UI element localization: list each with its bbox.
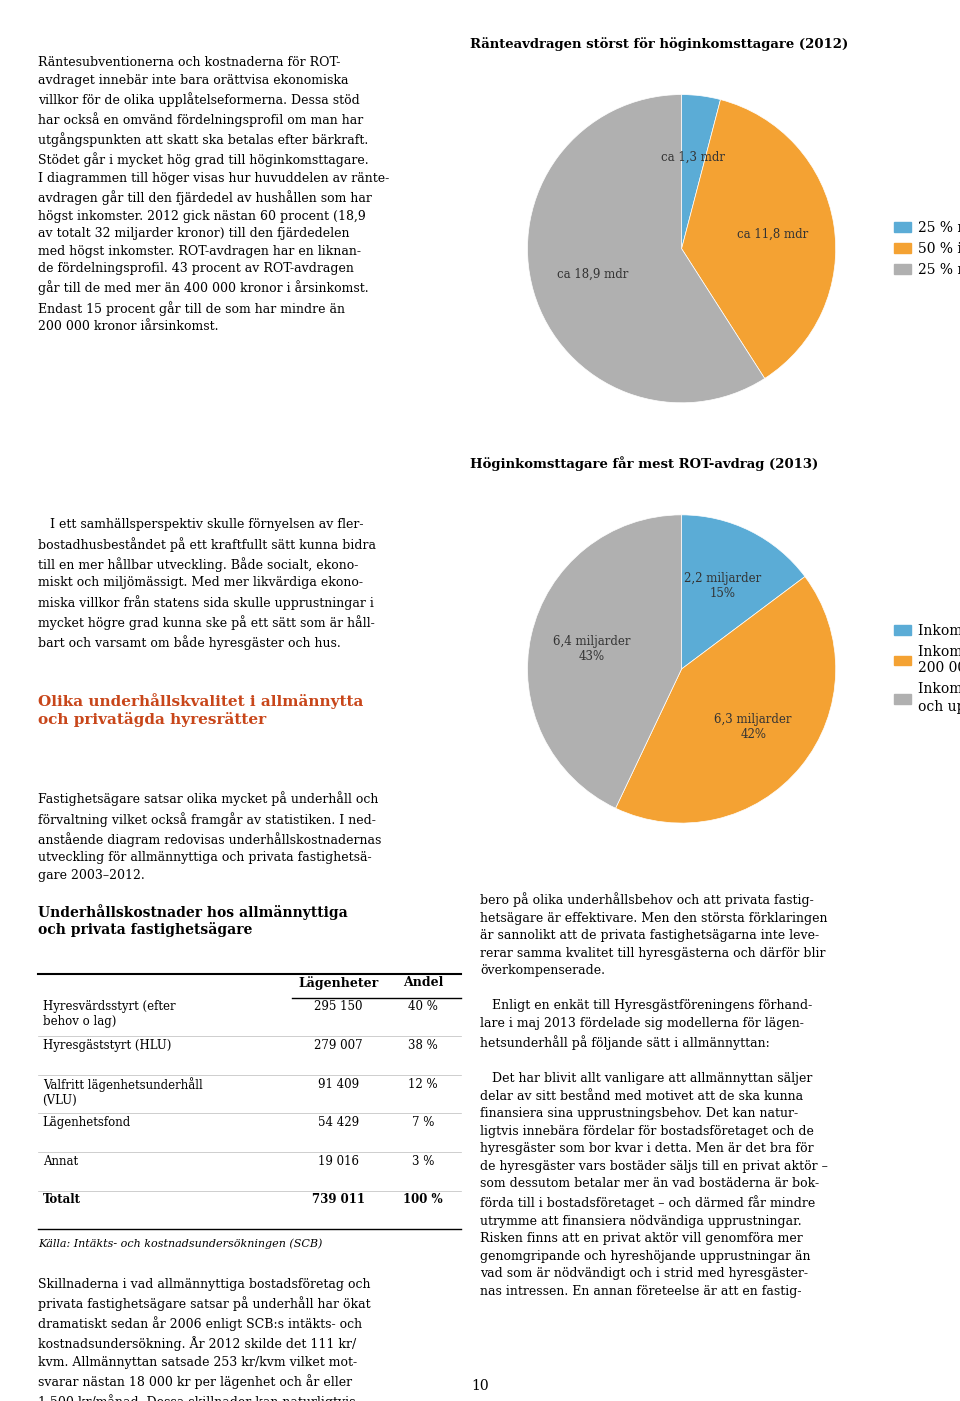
Text: 2,2 miljarder
15%: 2,2 miljarder 15% xyxy=(684,572,761,600)
Text: 6,3 miljarder
42%: 6,3 miljarder 42% xyxy=(714,713,792,741)
Text: 7 %: 7 % xyxy=(412,1117,434,1129)
Text: Höginkomsttagare får mest ROT-avdrag (2013): Höginkomsttagare får mest ROT-avdrag (20… xyxy=(469,457,818,471)
Text: Ränteavdragen störst för höginkomsttagare (2012): Ränteavdragen störst för höginkomsttagar… xyxy=(469,36,848,50)
Text: 40 %: 40 % xyxy=(408,1000,438,1013)
Text: 54 429: 54 429 xyxy=(318,1117,359,1129)
Legend: Inkomstgrupp under 200 000, Inkomstgrupp under
200 000- 299 000, Inkomstgrupp 40: Inkomstgrupp under 200 000, Inkomstgrupp… xyxy=(889,618,960,720)
Text: 19 016: 19 016 xyxy=(318,1154,359,1167)
Text: Skillnaderna i vad allmännyttiga bostadsföretag och
privata fastighetsägare sats: Skillnaderna i vad allmännyttiga bostads… xyxy=(38,1278,371,1401)
Wedge shape xyxy=(682,99,836,378)
Text: 91 409: 91 409 xyxy=(318,1077,359,1090)
Wedge shape xyxy=(527,514,682,808)
Text: Underhållskostnader hos allmännyttiga
och privata fastighetsägare: Underhållskostnader hos allmännyttiga oc… xyxy=(38,904,348,937)
Legend: 25 % med lägst inkomst, 50 % i mitten, 25 % med högst inkomst: 25 % med lägst inkomst, 50 % i mitten, 2… xyxy=(889,216,960,282)
Text: 12 %: 12 % xyxy=(408,1077,438,1090)
Wedge shape xyxy=(615,577,836,822)
Text: Hyresvärdsstyrt (efter
behov o lag): Hyresvärdsstyrt (efter behov o lag) xyxy=(42,1000,176,1028)
Text: Lägenheter: Lägenheter xyxy=(299,976,378,991)
Text: Lägenhetsfond: Lägenhetsfond xyxy=(42,1117,131,1129)
Text: Fastighetsägare satsar olika mycket på underhåll och
förvaltning vilket också fr: Fastighetsägare satsar olika mycket på u… xyxy=(38,792,382,881)
Text: Hyresgäststyrt (HLU): Hyresgäststyrt (HLU) xyxy=(42,1040,171,1052)
Text: Valfritt lägenhetsunderhåll
(VLU): Valfritt lägenhetsunderhåll (VLU) xyxy=(42,1077,203,1107)
Text: 739 011: 739 011 xyxy=(312,1194,365,1206)
Text: bero på olika underhållsbehov och att privata fastig-
hetsägare är effektivare. : bero på olika underhållsbehov och att pr… xyxy=(480,892,828,1297)
Text: I ett samhällsperspektiv skulle förnyelsen av fler-
bostadhusbeståndet på ett kr: I ett samhällsperspektiv skulle förnyels… xyxy=(38,518,376,650)
Wedge shape xyxy=(682,95,721,249)
Text: 100 %: 100 % xyxy=(403,1194,443,1206)
Text: Olika underhållskvalitet i allmännytta
och privatägda hyresrätter: Olika underhållskvalitet i allmännytta o… xyxy=(38,693,364,727)
Text: 279 007: 279 007 xyxy=(314,1040,363,1052)
Text: ca 1,3 mdr: ca 1,3 mdr xyxy=(661,150,726,164)
Text: 10: 10 xyxy=(471,1379,489,1393)
Text: 295 150: 295 150 xyxy=(314,1000,363,1013)
Text: Räntesubventionerna och kostnaderna för ROT-
avdraget innebär inte bara orättvis: Räntesubventionerna och kostnaderna för … xyxy=(38,56,390,333)
Text: Totalt: Totalt xyxy=(42,1194,81,1206)
Text: Källa: Intäkts- och kostnadsundersökningen (SCB): Källa: Intäkts- och kostnadsundersökning… xyxy=(38,1238,323,1250)
Text: 3 %: 3 % xyxy=(412,1154,434,1167)
Text: 6,4 miljarder
43%: 6,4 miljarder 43% xyxy=(553,635,630,663)
Wedge shape xyxy=(527,95,765,402)
Text: Andel: Andel xyxy=(402,976,443,989)
Text: ca 18,9 mdr: ca 18,9 mdr xyxy=(557,268,629,282)
Text: 38 %: 38 % xyxy=(408,1040,438,1052)
Text: Annat: Annat xyxy=(42,1154,78,1167)
Wedge shape xyxy=(682,514,804,668)
Text: ca 11,8 mdr: ca 11,8 mdr xyxy=(737,228,808,241)
